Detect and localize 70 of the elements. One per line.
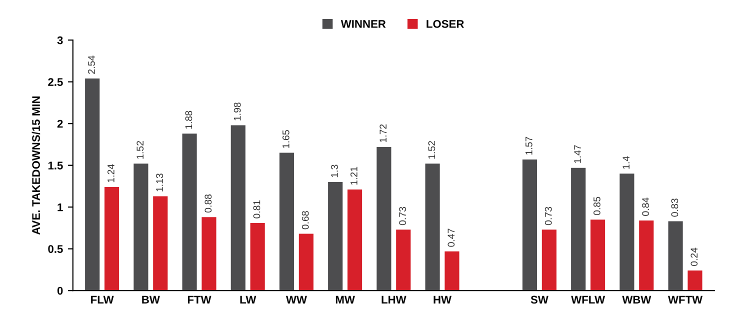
data-label: 1.4: [622, 156, 630, 169]
bar: [396, 230, 411, 291]
x-tick-label: WFTW: [668, 296, 703, 304]
data-label: 1.65: [282, 130, 290, 148]
data-label: 0.73: [399, 206, 406, 226]
x-tick-label: WFLW: [571, 296, 606, 304]
data-label: 1.3: [331, 164, 338, 178]
bar: [104, 187, 120, 291]
x-tick-label: HW: [434, 296, 452, 304]
data-label: 0.83: [671, 198, 678, 217]
data-label: 1.52: [428, 141, 436, 159]
y-tick-label: 1.5: [48, 162, 63, 170]
data-label: 0.68: [302, 211, 309, 230]
data-label: 1.88: [185, 110, 192, 129]
x-tick-label: FTW: [188, 296, 212, 304]
bar: [590, 220, 606, 291]
bar: [542, 230, 556, 291]
bar: [347, 190, 362, 291]
data-label: 1.21: [350, 166, 358, 185]
bar: [298, 234, 314, 291]
bar: [202, 217, 216, 291]
bar: [250, 222, 265, 291]
y-tick-label: 3: [57, 36, 63, 44]
x-tick-label: SW: [530, 296, 548, 304]
bar: [153, 196, 168, 291]
data-label: 0.84: [642, 198, 649, 216]
y-tick-label: 2.5: [48, 78, 63, 86]
data-label: 0.73: [544, 206, 552, 226]
data-label: 1.57: [526, 136, 532, 155]
data-label: 0.47: [448, 228, 455, 247]
y-tick-label: 0: [57, 286, 63, 295]
data-label: 0.85: [594, 196, 600, 216]
bar: [688, 270, 702, 291]
bar: [444, 251, 460, 291]
x-tick-label: WBW: [622, 296, 652, 304]
bar: [522, 159, 538, 291]
data-label: 1.47: [574, 145, 581, 163]
data-label: 1.72: [380, 124, 386, 142]
x-tick-label: LW: [240, 296, 256, 304]
bar: [85, 78, 100, 291]
x-tick-label: BW: [142, 296, 160, 304]
bar: [376, 146, 392, 291]
x-tick-label: FLW: [91, 296, 114, 304]
bar: [425, 164, 440, 291]
bar: [571, 168, 586, 291]
bar: [668, 221, 683, 291]
bar: [279, 152, 294, 291]
data-label: 0.88: [204, 194, 212, 213]
y-tick-label: 0.5: [48, 245, 63, 253]
bar: [620, 174, 634, 291]
y-axis-title: AVE. TAKEDOWNS/15 MIN: [32, 96, 40, 235]
data-label: 1.13: [156, 174, 163, 192]
bar: [639, 220, 654, 291]
legend-label: LOSER: [426, 20, 464, 28]
data-label: 0.81: [253, 200, 260, 218]
data-label: 1.98: [234, 102, 241, 120]
legend-label: WINNER: [340, 20, 386, 28]
y-tick-label: 1: [58, 203, 63, 212]
data-label: 1.52: [136, 141, 144, 159]
data-label: 0.24: [690, 248, 698, 266]
data-label: 1.24: [108, 164, 114, 182]
bar: [328, 182, 343, 291]
bar: [182, 134, 197, 291]
x-tick-label: LHW: [382, 296, 406, 304]
x-tick-label: MW: [336, 296, 355, 304]
bar: [134, 164, 148, 291]
x-tick-label: WW: [286, 296, 307, 304]
y-tick-label: 2: [57, 120, 63, 128]
data-label: 2.54: [88, 56, 95, 74]
bar: [230, 125, 246, 291]
